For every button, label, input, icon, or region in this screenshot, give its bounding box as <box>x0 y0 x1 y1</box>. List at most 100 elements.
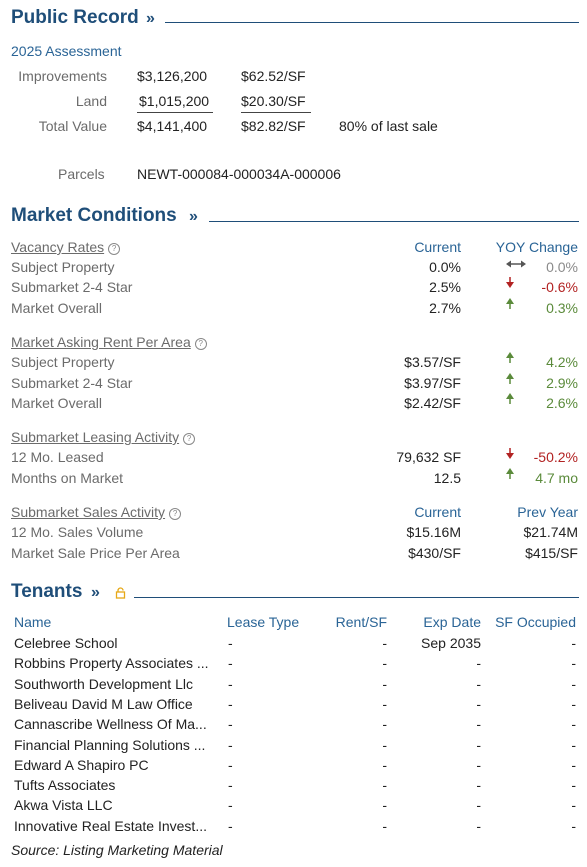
row-change: 2.6% <box>546 395 578 411</box>
tenant-sf-occupied: - <box>571 696 576 712</box>
col-header-lease-type[interactable]: Lease Type <box>227 614 300 630</box>
tenant-rent: - <box>382 635 387 651</box>
vacancy-rates-link[interactable]: Vacancy Rates <box>11 239 105 255</box>
help-icon[interactable]: ? <box>194 338 207 350</box>
row-change: 0.0% <box>546 259 578 275</box>
tenant-lease-type: - <box>228 696 233 712</box>
tenant-name[interactable]: Financial Planning Solutions ... <box>14 737 206 753</box>
tenant-sf-occupied: - <box>571 818 576 834</box>
tenant-lease-type: - <box>228 716 233 732</box>
assessment-per-sf: $20.30/SF <box>241 93 306 109</box>
col-header-name[interactable]: Name <box>14 614 52 630</box>
tenant-lease-type: - <box>228 635 233 651</box>
public-record-title: Public Record <box>11 7 139 28</box>
last-sale-note: 80% of last sale <box>339 118 438 134</box>
tenant-exp-date: - <box>476 737 481 753</box>
row-current: 2.5% <box>429 279 461 295</box>
down-arrow-icon <box>506 446 514 462</box>
help-icon[interactable]: ? <box>108 243 121 255</box>
tenant-lease-type: - <box>228 818 233 834</box>
row-current: $2.42/SF <box>404 395 461 411</box>
tenant-name[interactable]: Tufts Associates <box>14 777 116 793</box>
tenant-name[interactable]: Innovative Real Estate Invest... <box>14 818 207 834</box>
help-icon[interactable]: ? <box>183 433 196 445</box>
parcels-value: NEWT-000084-000034A-000006 <box>137 166 341 182</box>
tenant-rent: - <box>382 716 387 732</box>
tenant-sf-occupied: - <box>571 716 576 732</box>
vacancy-rates-heading[interactable]: Vacancy Rates? <box>11 239 121 255</box>
tenant-rent: - <box>382 818 387 834</box>
tenant-name[interactable]: Cannascribe Wellness Of Ma... <box>14 716 207 732</box>
sales-activity-heading[interactable]: Submarket Sales Activity? <box>11 504 182 520</box>
tenant-name[interactable]: Beliveau David M Law Office <box>14 696 193 712</box>
row-current: $3.57/SF <box>404 354 461 370</box>
tenant-name[interactable]: Southworth Development Llc <box>14 676 193 692</box>
assessment-value: $3,126,200 <box>137 68 208 84</box>
leasing-activity-link[interactable]: Submarket Leasing Activity <box>11 429 180 445</box>
tenant-lease-type: - <box>228 777 233 793</box>
tenant-sf-occupied: - <box>571 676 576 692</box>
tenant-name[interactable]: Akwa Vista LLC <box>14 797 113 813</box>
col-header-rent[interactable]: Rent/SF <box>335 614 387 630</box>
tenant-rent: - <box>382 676 387 692</box>
current-column-header: Current <box>414 239 461 255</box>
sales-activity-link[interactable]: Submarket Sales Activity <box>11 504 166 520</box>
tenant-name[interactable]: Celebree School <box>14 635 118 651</box>
tenant-sf-occupied: - <box>571 797 576 813</box>
expand-chevron-icon[interactable]: » <box>189 208 198 225</box>
assessment-per-sf: $82.82/SF <box>241 118 306 134</box>
tenant-rent: - <box>382 737 387 753</box>
source-note: Source: Listing Marketing Material <box>11 842 223 858</box>
tenant-rent: - <box>382 797 387 813</box>
assessment-label: Total Value <box>38 118 107 134</box>
row-current: $15.16M <box>406 524 461 540</box>
parcels-label: Parcels <box>58 166 105 182</box>
market-conditions-title: Market Conditions <box>11 205 177 226</box>
subtotal-line <box>137 112 213 113</box>
up-arrow-icon <box>506 371 514 387</box>
tenant-lease-type: - <box>228 797 233 813</box>
tenant-rent: - <box>382 777 387 793</box>
tenant-rent: - <box>382 655 387 671</box>
up-arrow-icon <box>506 296 514 312</box>
row-label: Market Overall <box>11 300 103 316</box>
asking-rent-heading[interactable]: Market Asking Rent Per Area? <box>11 334 207 350</box>
row-current: $430/SF <box>408 545 461 561</box>
row-change: 4.7 mo <box>535 470 578 486</box>
tenant-exp-date: - <box>476 716 481 732</box>
row-current: 79,632 SF <box>396 449 461 465</box>
row-label: Subject Property <box>11 354 115 370</box>
help-icon[interactable]: ? <box>169 508 182 520</box>
tenant-exp-date: - <box>476 777 481 793</box>
row-current: 2.7% <box>429 300 461 316</box>
assessment-value: $4,141,400 <box>137 118 208 134</box>
prev-year-column-header: Prev Year <box>517 504 578 520</box>
tenant-sf-occupied: - <box>571 777 576 793</box>
row-current: $3.97/SF <box>404 375 461 391</box>
up-arrow-icon <box>506 350 514 366</box>
row-label: Market Sale Price Per Area <box>11 545 180 561</box>
tenant-exp-date: - <box>476 676 481 692</box>
tenant-exp-date: Sep 2035 <box>421 635 481 651</box>
tenants-title: Tenants <box>11 581 83 602</box>
tenant-sf-occupied: - <box>571 655 576 671</box>
section-divider <box>165 22 579 23</box>
tenant-exp-date: - <box>476 655 481 671</box>
leasing-activity-heading[interactable]: Submarket Leasing Activity? <box>11 429 196 445</box>
tenant-sf-occupied: - <box>571 635 576 651</box>
tenant-sf-occupied: - <box>571 737 576 753</box>
tenant-exp-date: - <box>476 696 481 712</box>
asking-rent-link[interactable]: Market Asking Rent Per Area <box>11 334 191 350</box>
col-header-sf-occupied[interactable]: SF Occupied <box>495 614 576 630</box>
expand-chevron-icon[interactable]: » <box>146 10 155 27</box>
tenant-lease-type: - <box>228 655 233 671</box>
tenant-name[interactable]: Edward A Shapiro PC <box>14 757 149 773</box>
col-header-exp-date[interactable]: Exp Date <box>423 614 481 630</box>
assessment-label: Improvements <box>18 68 107 84</box>
expand-chevron-icon[interactable]: » <box>91 584 100 601</box>
tenant-sf-occupied: - <box>571 757 576 773</box>
row-label: Months on Market <box>11 470 124 486</box>
assessment-year: 2025 Assessment <box>11 43 122 59</box>
assessment-label: Land <box>75 93 107 109</box>
tenant-name[interactable]: Robbins Property Associates ... <box>14 655 209 671</box>
